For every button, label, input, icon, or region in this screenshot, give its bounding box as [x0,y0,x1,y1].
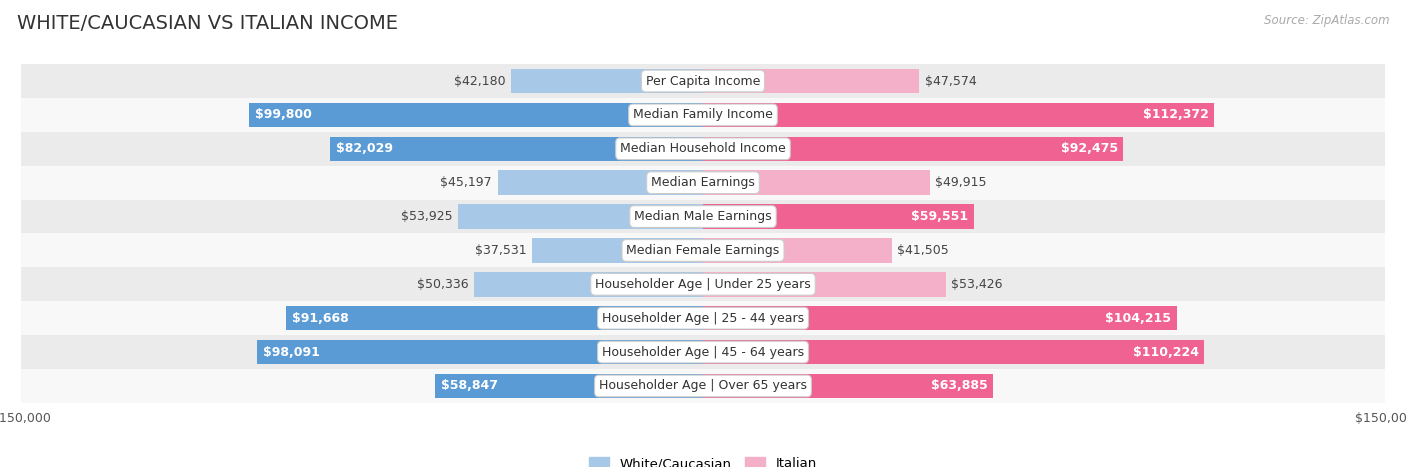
Bar [21,132,1385,166]
Text: $58,847: $58,847 [441,380,498,392]
Bar [21,234,1385,268]
Text: $92,475: $92,475 [1060,142,1118,156]
Bar [330,137,703,161]
Text: $99,800: $99,800 [254,108,312,121]
Bar [21,335,1385,369]
Bar [249,103,703,127]
Text: $53,925: $53,925 [401,210,453,223]
Text: Householder Age | 45 - 64 years: Householder Age | 45 - 64 years [602,346,804,359]
Bar [703,340,1204,364]
Text: $42,180: $42,180 [454,75,506,87]
Text: $110,224: $110,224 [1133,346,1199,359]
Text: Median Earnings: Median Earnings [651,176,755,189]
Text: Median Household Income: Median Household Income [620,142,786,156]
Text: Median Male Earnings: Median Male Earnings [634,210,772,223]
Bar [21,166,1385,199]
Text: $37,531: $37,531 [475,244,527,257]
Bar [21,268,1385,301]
Bar [21,64,1385,98]
Bar [703,306,1177,330]
Text: $59,551: $59,551 [911,210,969,223]
Bar [436,374,703,398]
Bar [703,238,891,262]
Text: Median Female Earnings: Median Female Earnings [627,244,779,257]
Text: $45,197: $45,197 [440,176,492,189]
Text: $49,915: $49,915 [935,176,987,189]
Text: Householder Age | Over 65 years: Householder Age | Over 65 years [599,380,807,392]
Bar [21,301,1385,335]
Text: $63,885: $63,885 [931,380,988,392]
Text: Source: ZipAtlas.com: Source: ZipAtlas.com [1264,14,1389,27]
Bar [458,205,703,229]
Text: $91,668: $91,668 [291,311,349,325]
Bar [21,199,1385,234]
Text: $47,574: $47,574 [925,75,977,87]
Bar [703,272,946,297]
Bar [512,69,703,93]
Bar [703,69,920,93]
Text: $104,215: $104,215 [1105,311,1171,325]
Text: Householder Age | Under 25 years: Householder Age | Under 25 years [595,278,811,291]
Text: Householder Age | 25 - 44 years: Householder Age | 25 - 44 years [602,311,804,325]
Text: Median Family Income: Median Family Income [633,108,773,121]
Text: WHITE/CAUCASIAN VS ITALIAN INCOME: WHITE/CAUCASIAN VS ITALIAN INCOME [17,14,398,33]
Bar [703,205,974,229]
Legend: White/Caucasian, Italian: White/Caucasian, Italian [583,452,823,467]
Bar [703,137,1123,161]
Text: Per Capita Income: Per Capita Income [645,75,761,87]
Bar [474,272,703,297]
Text: $82,029: $82,029 [336,142,392,156]
Bar [703,374,994,398]
Text: $50,336: $50,336 [418,278,468,291]
Text: $98,091: $98,091 [263,346,319,359]
Bar [257,340,703,364]
Bar [703,170,929,195]
Bar [287,306,703,330]
Bar [533,238,703,262]
Text: $112,372: $112,372 [1143,108,1208,121]
Text: $53,426: $53,426 [952,278,1002,291]
Bar [21,98,1385,132]
Bar [498,170,703,195]
Bar [703,103,1213,127]
Bar [21,369,1385,403]
Text: $41,505: $41,505 [897,244,949,257]
